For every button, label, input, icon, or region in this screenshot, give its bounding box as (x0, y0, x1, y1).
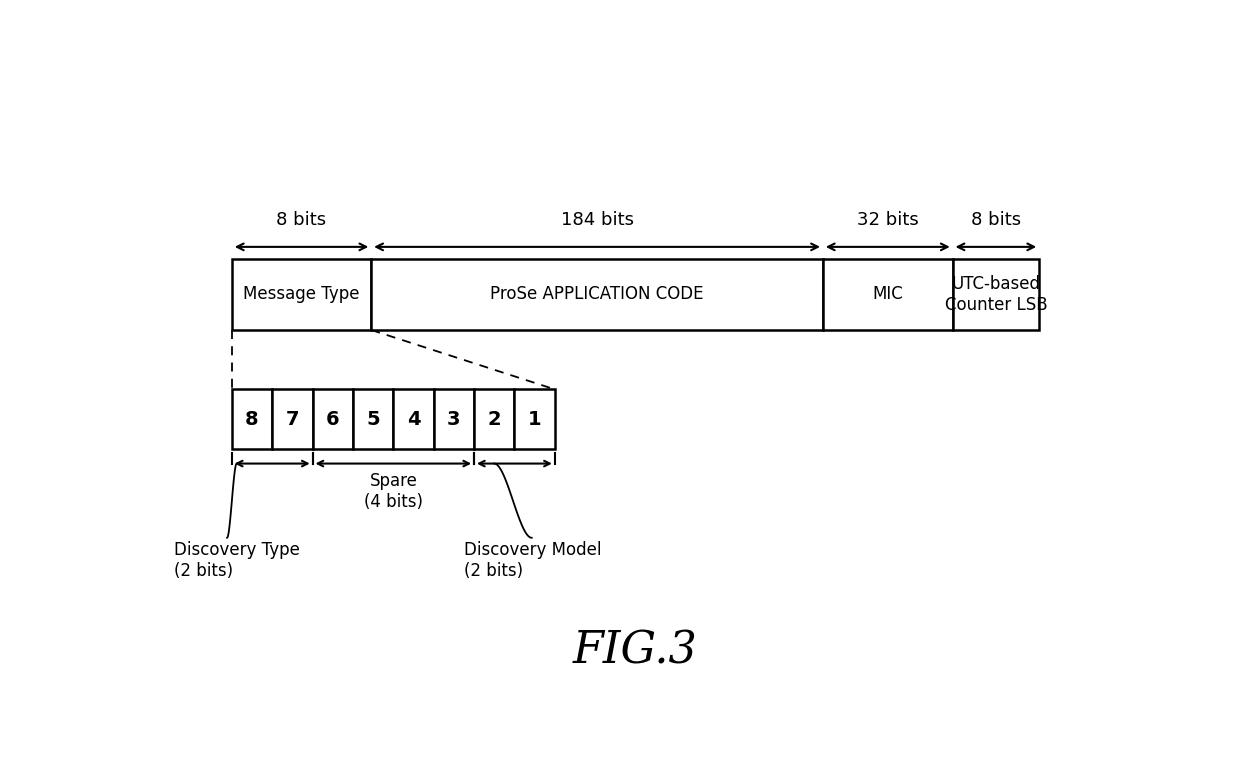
Bar (232, 259, 371, 330)
Bar (474, 389, 515, 449)
Text: MIC: MIC (873, 285, 903, 303)
Bar (353, 389, 393, 449)
Text: 6: 6 (326, 409, 340, 429)
Bar (393, 389, 434, 449)
Text: 4: 4 (407, 409, 420, 429)
Bar (371, 259, 823, 330)
Text: 8 bits: 8 bits (277, 211, 326, 229)
Bar (312, 389, 353, 449)
Text: UTC-based
Counter LSB: UTC-based Counter LSB (945, 275, 1048, 314)
Text: FIG.3: FIG.3 (573, 629, 698, 672)
Text: Message Type: Message Type (243, 285, 360, 303)
Text: Discovery Type
(2 bits): Discovery Type (2 bits) (174, 540, 300, 580)
Bar (952, 259, 1039, 330)
Text: Discovery Model
(2 bits): Discovery Model (2 bits) (465, 540, 601, 580)
Bar (515, 389, 554, 449)
Text: 32 bits: 32 bits (857, 211, 919, 229)
Bar (232, 389, 273, 449)
Text: 2: 2 (487, 409, 501, 429)
Text: 7: 7 (285, 409, 299, 429)
Text: 8: 8 (246, 409, 259, 429)
Bar (823, 259, 952, 330)
Text: 8 bits: 8 bits (971, 211, 1021, 229)
Text: 184 bits: 184 bits (560, 211, 634, 229)
Text: ProSe APPLICATION CODE: ProSe APPLICATION CODE (490, 285, 704, 303)
Text: Spare
(4 bits): Spare (4 bits) (363, 473, 423, 511)
Text: 1: 1 (528, 409, 542, 429)
Bar (273, 389, 312, 449)
Text: 5: 5 (366, 409, 379, 429)
Text: 3: 3 (448, 409, 460, 429)
Bar (434, 389, 474, 449)
